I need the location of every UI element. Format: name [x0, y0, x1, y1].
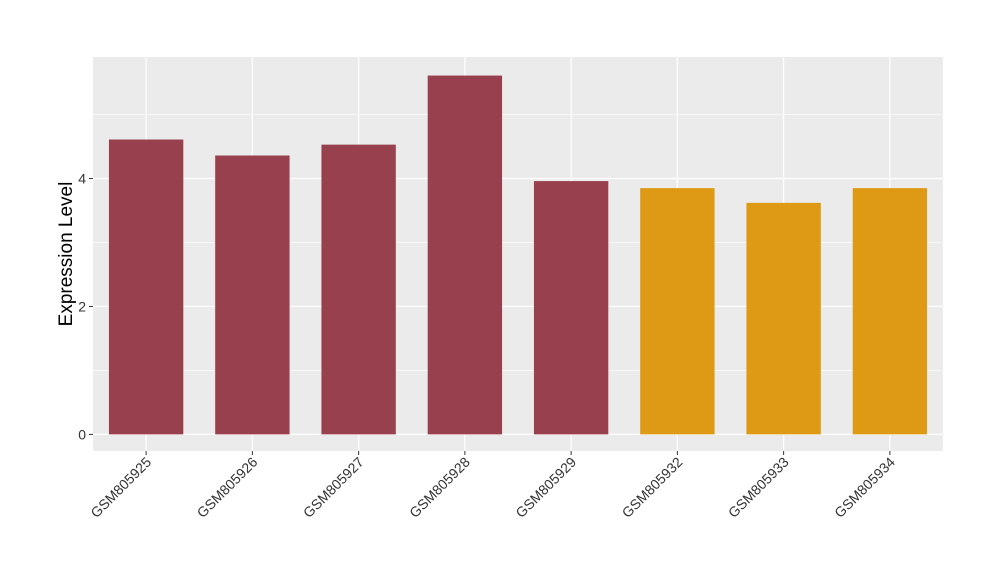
bar-gsm805932: [640, 188, 715, 435]
bar-gsm805925: [108, 139, 184, 435]
x-tick-label: GSM805929: [512, 454, 579, 521]
x-tick-label: GSM805927: [300, 454, 367, 521]
y-tick-label: 4: [78, 171, 86, 187]
x-tick-label: GSM805932: [619, 454, 686, 521]
bars: [108, 75, 928, 435]
y-axis: 0 2 4: [78, 171, 93, 442]
x-tick-label: GSM805928: [406, 454, 473, 521]
x-tick-label: GSM805933: [725, 454, 792, 521]
bar-gsm805934: [852, 188, 928, 435]
bar-gsm805933: [746, 202, 821, 435]
x-axis: GSM805925 GSM805926 GSM805927 GSM805928 GSM8…: [87, 451, 898, 521]
bar-gsm805929: [533, 181, 609, 435]
y-tick-label: 2: [78, 298, 86, 314]
x-tick-label: GSM805934: [831, 454, 898, 521]
x-tick-label: GSM805926: [194, 454, 261, 521]
y-tick-label: 0: [78, 426, 86, 442]
y-axis-title: Expression Level: [56, 182, 77, 327]
bar-gsm805927: [321, 144, 396, 435]
bar-gsm805926: [215, 155, 290, 435]
x-tick-label: GSM805925: [87, 454, 154, 521]
bar-gsm805928: [427, 75, 503, 435]
